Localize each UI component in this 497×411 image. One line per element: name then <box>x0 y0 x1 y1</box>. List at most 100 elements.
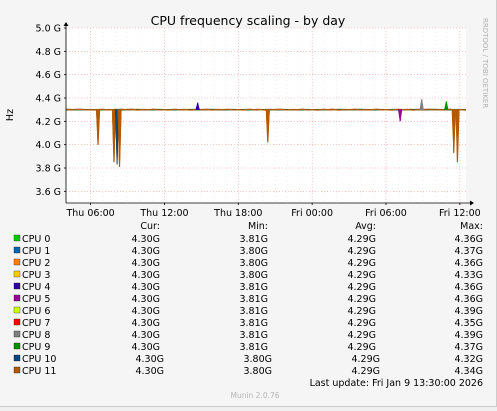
legend-swatch <box>13 294 21 302</box>
legend-series-name: CPU 3 <box>22 270 50 281</box>
legend-value-cur: 4.30G <box>131 258 160 269</box>
y-tick-label: 5.0 G <box>36 24 62 35</box>
plot-area <box>66 28 466 203</box>
chart-title: CPU frequency scaling - by day <box>151 13 346 28</box>
legend-value-cur: 4.30G <box>131 234 160 245</box>
legend-value-avg: 4.29G <box>347 330 376 341</box>
legend-value-max: 4.32G <box>454 354 483 365</box>
x-axis-arrow <box>470 200 474 206</box>
legend-header-min: Min: <box>248 221 268 232</box>
legend-value-max: 4.39G <box>454 330 483 341</box>
legend-value-max: 4.37G <box>454 246 483 257</box>
legend-swatch <box>13 234 21 242</box>
legend-value-avg: 4.29G <box>347 342 376 353</box>
legend-value-min: 3.80G <box>239 246 268 257</box>
legend-value-avg: 4.29G <box>347 234 376 245</box>
frequency-event-5 <box>265 109 270 143</box>
frequency-event-4 <box>195 102 200 110</box>
legend-value-avg: 4.29G <box>347 246 376 257</box>
legend-series-name: CPU 4 <box>22 282 50 293</box>
legend-series-name: CPU 8 <box>22 330 50 341</box>
legend-value-min: 3.81G <box>239 234 268 245</box>
legend-value-min: 3.80G <box>243 366 272 377</box>
legend-value-min: 3.81G <box>239 294 268 305</box>
x-tick-label: Thu 12:00 <box>139 208 188 219</box>
legend-value-cur: 4.30G <box>131 342 160 353</box>
legend-value-max: 4.36G <box>454 258 483 269</box>
frequency-event-8 <box>444 101 449 110</box>
legend-series-name: CPU 5 <box>22 294 50 305</box>
legend-series-name: CPU 7 <box>22 318 50 329</box>
y-tick-labels: 3.6 G 3.8 G 4.0 G 4.2 G 4.4 G 4.6 G 4.8 G 5.0 G <box>36 24 66 198</box>
y-tick-label: 3.6 G <box>36 187 62 198</box>
legend-value-max: 4.36G <box>454 294 483 305</box>
legend-value-min: 3.81G <box>239 342 268 353</box>
y-tick-label: 4.6 G <box>36 70 62 81</box>
frequency-event-1 <box>111 109 117 163</box>
legend-series-name: CPU 2 <box>22 258 50 269</box>
legend-value-max: 4.33G <box>454 270 483 281</box>
legend-value-min: 3.81G <box>239 330 268 341</box>
legend-series-name: CPU 10 <box>22 354 56 365</box>
y-tick-label: 4.8 G <box>36 47 62 58</box>
plot-background <box>66 28 466 203</box>
legend-value-avg: 4.29G <box>351 366 380 377</box>
legend-value-min: 3.80G <box>239 258 268 269</box>
legend-value-max: 4.34G <box>454 366 483 377</box>
frequency-event-7 <box>419 99 424 110</box>
legend-value-avg: 4.29G <box>347 270 376 281</box>
x-tick-label: Thu 06:00 <box>65 208 114 219</box>
legend-value-min: 3.80G <box>239 270 268 281</box>
legend-value-max: 4.37G <box>454 342 483 353</box>
legend-swatch <box>13 342 21 350</box>
legend-swatch <box>13 366 21 374</box>
legend-header-cur: Cur: <box>140 221 160 232</box>
legend-value-min: 3.81G <box>239 282 268 293</box>
frequency-event-9 <box>451 109 456 153</box>
last-update-text: Last update: Fri Jan 9 13:30:00 2026 <box>310 378 483 389</box>
legend-value-cur: 4.30G <box>131 294 160 305</box>
legend-header-avg: Avg: <box>355 221 376 232</box>
legend-value-avg: 4.29G <box>351 354 380 365</box>
legend-value-avg: 4.29G <box>347 306 376 317</box>
legend-series-name: CPU 6 <box>22 306 50 317</box>
legend-swatch <box>13 258 21 266</box>
legend-value-cur: 4.30G <box>131 306 160 317</box>
legend-series-name: CPU 1 <box>22 246 50 257</box>
y-tick-label: 4.4 G <box>36 94 62 105</box>
generator-label: Munin 2.0.76 <box>230 391 279 400</box>
legend-swatch <box>13 246 21 254</box>
y-axis-label: Hz <box>5 109 16 121</box>
legend-value-avg: 4.29G <box>347 318 376 329</box>
legend-value-min: 3.81G <box>239 306 268 317</box>
legend-series-name: CPU 9 <box>22 342 50 353</box>
legend-swatch <box>13 354 21 362</box>
x-tick-label: Fri 12:00 <box>439 208 481 219</box>
legend-swatch <box>13 282 21 290</box>
legend-swatch <box>13 270 21 278</box>
legend-swatch <box>13 318 21 326</box>
axes <box>63 22 474 206</box>
legend-value-avg: 4.29G <box>347 282 376 293</box>
rrdtool-watermark: RRDTOOL / TOBI OETIKER <box>481 18 489 108</box>
frequency-event-0 <box>95 109 101 145</box>
x-tick-label: Fri 00:00 <box>291 208 333 219</box>
legend-value-avg: 4.29G <box>347 258 376 269</box>
legend-value-max: 4.36G <box>454 282 483 293</box>
series-lines <box>65 99 467 167</box>
legend: Cur: Min: Avg: Max: CPU 0 4.30G 3.81G 4.29G 4.36… <box>13 221 483 377</box>
legend-value-max: 4.39G <box>454 306 483 317</box>
y-tick-label: 4.2 G <box>36 117 62 128</box>
frequency-event-3 <box>117 109 122 167</box>
legend-value-cur: 4.30G <box>135 366 164 377</box>
y-tick-label: 4.0 G <box>36 140 62 151</box>
grid-lines <box>65 27 466 203</box>
legend-value-cur: 4.30G <box>131 318 160 329</box>
legend-value-avg: 4.29G <box>347 294 376 305</box>
x-tick-label: Fri 06:00 <box>365 208 407 219</box>
legend-value-cur: 4.30G <box>131 270 160 281</box>
legend-swatch <box>13 306 21 314</box>
frequency-event-10 <box>455 109 460 163</box>
